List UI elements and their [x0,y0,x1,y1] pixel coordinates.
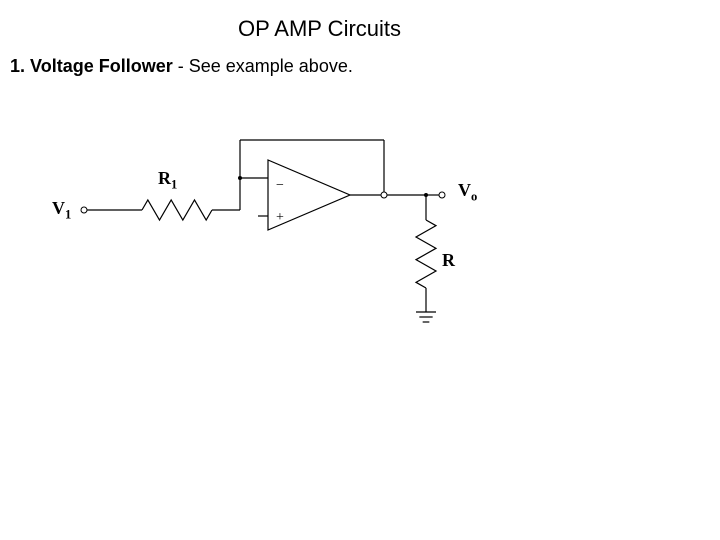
heading-rest: - See example above. [178,56,353,76]
label-v1-sub: 1 [65,208,71,222]
schematic-svg [50,120,530,350]
page: OP AMP Circuits 1. Voltage Follower - Se… [0,0,720,540]
label-v1-text: V [52,198,65,218]
label-vo: Vo [458,180,477,205]
label-r1: R1 [158,168,177,193]
label-r-text: R [442,250,455,270]
section-heading: 1. Voltage Follower - See example above. [10,56,353,77]
heading-number: 1. [10,56,25,76]
label-vo-text: V [458,180,471,200]
label-vo-sub: o [471,190,477,204]
opamp-minus-sign: − [276,178,284,194]
label-r1-text: R [158,168,171,188]
label-r: R [442,250,455,275]
page-title: OP AMP Circuits [238,16,401,42]
opamp-plus-sign: + [276,210,284,226]
label-v1: V1 [52,198,71,223]
schematic: V1 R1 Vo R + − [50,120,530,350]
label-r1-sub: 1 [171,178,177,192]
heading-name: Voltage Follower [30,56,173,76]
